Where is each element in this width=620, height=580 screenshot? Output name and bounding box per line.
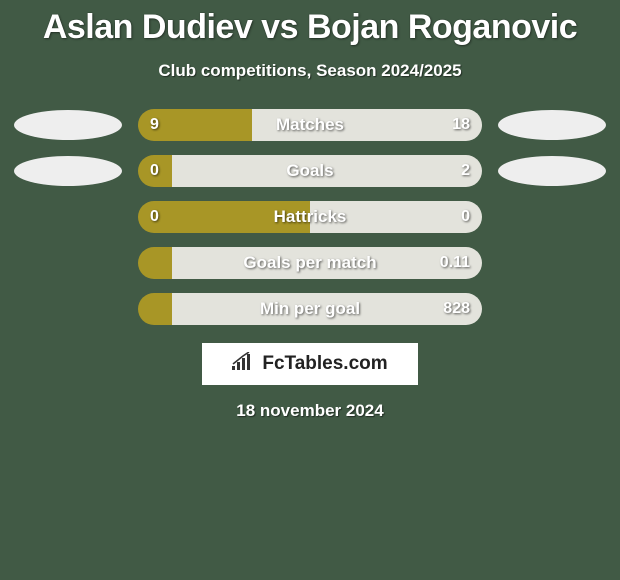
stat-value-right: 828	[443, 293, 470, 325]
stat-value-right: 0	[461, 201, 470, 233]
stat-value-right: 2	[461, 155, 470, 187]
stat-label: Goals	[138, 155, 482, 187]
comparison-row: Goals0 2	[0, 155, 620, 187]
player-right-bubble	[498, 110, 606, 140]
stat-value-left: 0	[150, 155, 159, 187]
comparison-bars: Matches918Goals02Hattricks00Goals per ma…	[0, 109, 620, 325]
stat-bar: Min per goal828	[138, 293, 482, 325]
player-right-bubble	[498, 156, 606, 186]
stat-bar: Goals per match0.11	[138, 247, 482, 279]
comparison-row: Min per goal828	[0, 293, 620, 325]
comparison-row: Hattricks0 0	[0, 201, 620, 233]
stat-bar: Hattricks0 0	[138, 201, 482, 233]
stat-value-left: 0	[150, 201, 159, 233]
page-subtitle: Club competitions, Season 2024/2025	[0, 61, 620, 81]
logo-text: FcTables.com	[262, 353, 387, 375]
stat-label: Hattricks	[138, 201, 482, 233]
stat-bar: Matches9 18	[138, 109, 482, 141]
player-left-bubble	[14, 110, 122, 140]
player-left-bubble	[14, 156, 122, 186]
stat-label: Min per goal	[138, 293, 482, 325]
stat-value-right: 0.11	[440, 247, 470, 279]
page-title: Aslan Dudiev vs Bojan Roganovic	[0, 0, 620, 47]
comparison-row: Goals per match0.11	[0, 247, 620, 279]
comparison-row: Matches9 18	[0, 109, 620, 141]
logo-box: FcTables.com	[202, 343, 418, 385]
bar-chart-icon	[232, 352, 256, 377]
stat-value-left: 9	[150, 109, 159, 141]
stat-label: Matches	[138, 109, 482, 141]
footer-date: 18 november 2024	[0, 401, 620, 421]
stat-value-right: 18	[452, 109, 470, 141]
stat-bar: Goals0 2	[138, 155, 482, 187]
stat-label: Goals per match	[138, 247, 482, 279]
